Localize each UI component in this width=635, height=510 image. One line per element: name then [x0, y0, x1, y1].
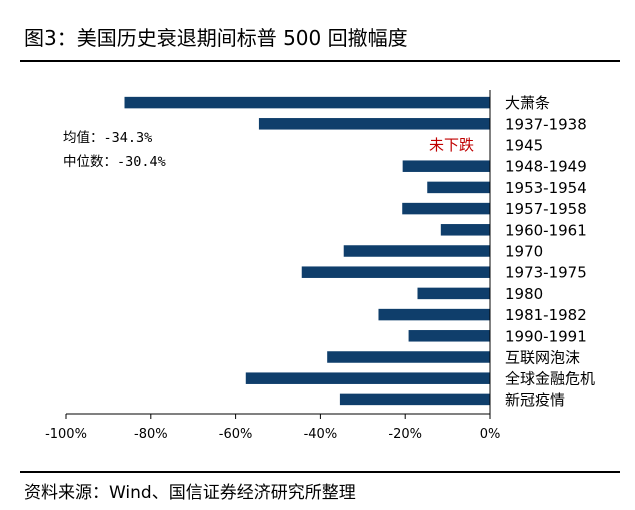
category-label: 1980 — [505, 285, 543, 303]
category-label: 1973-1975 — [505, 264, 587, 282]
bar — [402, 202, 490, 215]
x-tick-label: 0% — [480, 427, 501, 442]
chart-title: 图3：美国历史衰退期间标普 500 回撤幅度 — [24, 26, 408, 50]
source-note: 资料来源：Wind、国信证券经济研究所整理 — [24, 483, 356, 503]
category-labels: 大萧条 1937-1938 1945 1948-1949 1953-1954 1957-1… — [505, 94, 595, 409]
bar — [327, 351, 490, 363]
category-label: 1945 — [505, 137, 543, 155]
category-label: 全球金融危机 — [505, 370, 595, 388]
x-tick-label: -60% — [219, 427, 253, 442]
bar — [408, 330, 490, 342]
median-annotation: 中位数：-30.4% — [63, 154, 166, 170]
mean-annotation: 均值：-34.3% — [63, 130, 152, 146]
category-label: 1960-1961 — [505, 221, 587, 239]
bar — [124, 96, 491, 109]
bar — [343, 245, 490, 257]
x-tick-label: -40% — [304, 427, 338, 442]
category-label: 新冠疫情 — [505, 391, 565, 409]
bar — [417, 287, 490, 300]
bar — [402, 160, 490, 172]
bar — [245, 372, 490, 384]
bars-group — [124, 96, 491, 406]
category-label: 1981-1982 — [505, 306, 587, 324]
bar — [339, 393, 490, 406]
source-rule — [20, 471, 620, 473]
category-label: 1948-1949 — [505, 158, 587, 176]
x-tick-label: -20% — [388, 427, 422, 442]
category-label: 1990-1991 — [505, 327, 587, 345]
bar — [427, 181, 490, 194]
bar — [440, 224, 490, 236]
axes-group: -100% -80% -60% -40% -20% 0% — [45, 90, 500, 442]
bar — [378, 308, 490, 321]
title-rule — [20, 60, 620, 62]
category-label: 互联网泡沫 — [505, 349, 580, 367]
x-tick-label: -80% — [134, 427, 168, 442]
bar — [258, 118, 490, 130]
category-label: 1957-1958 — [505, 200, 587, 218]
bar-chart: 大萧条 1937-1938 1945 1948-1949 1953-1954 1957-1… — [45, 90, 595, 442]
x-tick-label: -100% — [45, 427, 87, 442]
category-label: 1970 — [505, 243, 543, 261]
bar — [301, 266, 490, 278]
category-label: 1937-1938 — [505, 115, 587, 133]
category-label: 1953-1954 — [505, 179, 587, 197]
no-decline-annotation: 未下跌 — [429, 136, 474, 154]
category-label: 大萧条 — [505, 94, 550, 112]
